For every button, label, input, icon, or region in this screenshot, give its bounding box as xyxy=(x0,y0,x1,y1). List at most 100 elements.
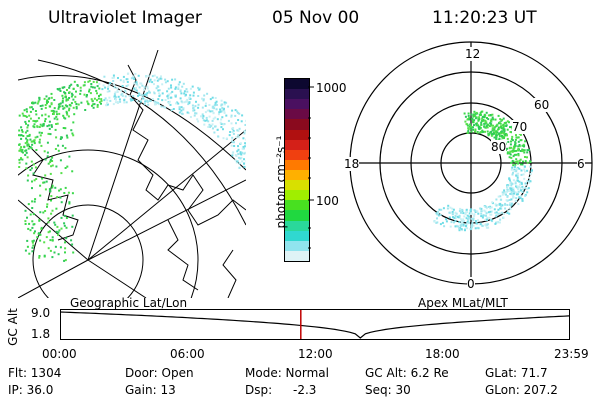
emission-pixel xyxy=(479,112,482,115)
emission-pixel xyxy=(499,195,502,198)
emission-pixel xyxy=(112,74,115,77)
emission-pixel xyxy=(516,176,519,179)
emission-pixel xyxy=(487,114,490,117)
emission-pixel xyxy=(519,163,522,166)
emission-pixel xyxy=(237,136,240,139)
emission-pixel xyxy=(169,92,172,95)
emission-pixel xyxy=(467,218,470,221)
emission-pixel xyxy=(43,97,46,100)
emission-pixel xyxy=(509,143,512,146)
altitude-timeline[interactable] xyxy=(60,309,572,343)
emission-pixel xyxy=(62,97,64,100)
emission-pixel xyxy=(223,101,226,104)
emission-pixel xyxy=(233,145,236,147)
emission-pixel xyxy=(47,100,49,103)
emission-pixel xyxy=(157,101,160,104)
emission-pixel xyxy=(73,113,76,116)
time-tick: 18:00 xyxy=(425,347,460,361)
emission-pixel xyxy=(188,102,191,105)
emission-pixel xyxy=(25,137,28,140)
emission-pixel xyxy=(50,195,53,198)
emission-pixel xyxy=(145,95,148,97)
emission-pixel xyxy=(471,117,474,120)
emission-pixel xyxy=(477,212,480,215)
emission-pixel xyxy=(26,144,29,147)
emission-pixel xyxy=(487,132,490,135)
emission-pixel xyxy=(192,91,195,94)
emission-pixel xyxy=(96,104,99,106)
emission-pixel xyxy=(39,184,42,187)
emission-pixel xyxy=(512,155,515,158)
emission-pixel xyxy=(83,93,86,96)
emission-pixel xyxy=(503,135,506,138)
emission-pixel xyxy=(475,122,478,125)
emission-pixel xyxy=(104,97,107,100)
emission-pixel xyxy=(153,100,156,103)
colorbar-ticks xyxy=(308,86,314,249)
emission-pixel xyxy=(483,113,486,116)
emission-pixel xyxy=(221,107,224,109)
emission-pixel xyxy=(225,101,228,104)
emission-pixel xyxy=(147,90,150,93)
emission-pixel xyxy=(59,138,62,140)
emission-pixel xyxy=(480,110,483,113)
emission-pixel xyxy=(55,115,58,118)
emission-pixel xyxy=(62,127,65,129)
emission-pixel xyxy=(58,87,61,90)
emission-pixel xyxy=(34,120,37,123)
emission-pixel xyxy=(227,119,230,122)
emission-pixel xyxy=(33,142,36,145)
emission-pixel xyxy=(79,92,82,95)
emission-pixel xyxy=(212,117,215,120)
emission-pixel xyxy=(502,216,505,219)
emission-pixel xyxy=(167,101,170,104)
emission-pixel xyxy=(70,92,73,95)
emission-pixel xyxy=(486,123,489,126)
emission-pixel xyxy=(44,188,47,191)
emission-pixel xyxy=(445,218,448,221)
emission-pixel xyxy=(518,167,521,170)
emission-pixel xyxy=(122,79,125,82)
emission-pixel xyxy=(201,117,204,120)
emission-pixel xyxy=(489,210,492,213)
emission-pixel xyxy=(495,221,497,224)
emission-pixel xyxy=(186,98,189,101)
emission-pixel xyxy=(69,104,72,107)
emission-pixel xyxy=(460,211,462,214)
emission-pixel xyxy=(483,125,486,128)
emission-pixel xyxy=(221,103,224,106)
emission-pixel xyxy=(21,158,24,161)
emission-pixel xyxy=(55,230,58,233)
emission-pixel xyxy=(161,99,164,102)
emission-pixel xyxy=(498,221,501,224)
emission-pixel xyxy=(31,240,34,243)
emission-pixel xyxy=(54,128,57,131)
emission-pixel xyxy=(506,152,509,155)
emission-pixel xyxy=(24,131,27,134)
emission-pixel xyxy=(474,211,477,213)
emission-pixel xyxy=(59,90,62,92)
emission-pixel xyxy=(96,85,99,88)
emission-pixel xyxy=(474,220,477,223)
emission-pixel xyxy=(493,136,496,139)
mlt-label-0: 0 xyxy=(467,277,475,291)
emission-pixel xyxy=(29,169,32,171)
emission-pixel xyxy=(105,104,108,107)
emission-pixel xyxy=(469,125,472,128)
emission-pixel xyxy=(515,170,518,173)
emission-pixel xyxy=(58,103,61,106)
emission-pixel xyxy=(58,189,61,192)
emission-pixel xyxy=(506,184,509,187)
emission-pixel xyxy=(143,93,146,96)
emission-pixel xyxy=(146,92,149,95)
emission-pixel xyxy=(63,86,66,89)
emission-pixel xyxy=(521,198,524,200)
date-label: 05 Nov 00 xyxy=(272,8,360,28)
emission-pixel xyxy=(479,126,482,129)
emission-pixel xyxy=(39,134,42,137)
emission-pixel xyxy=(108,90,111,93)
emission-pixel xyxy=(157,85,160,88)
emission-pixel xyxy=(119,89,122,92)
emission-pixel xyxy=(510,182,513,185)
emission-pixel xyxy=(166,90,169,93)
